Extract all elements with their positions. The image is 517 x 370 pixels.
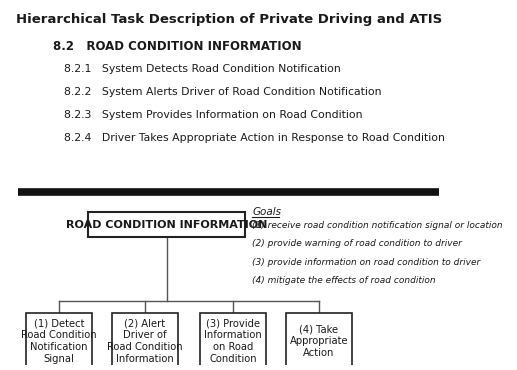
Text: (2) Alert
Driver of
Road Condition
Information: (2) Alert Driver of Road Condition Infor… — [107, 319, 183, 363]
Text: 8.2.2   System Alerts Driver of Road Condition Notification: 8.2.2 System Alerts Driver of Road Condi… — [64, 87, 381, 97]
Text: ROAD CONDITION INFORMATION: ROAD CONDITION INFORMATION — [66, 220, 267, 230]
Text: 8.2.4   Driver Takes Appropriate Action in Response to Road Condition: 8.2.4 Driver Takes Appropriate Action in… — [64, 133, 445, 143]
Text: (1) receive road condition notification signal or location: (1) receive road condition notification … — [252, 221, 503, 230]
FancyBboxPatch shape — [26, 313, 93, 369]
Text: (3) Provide
Information
on Road
Condition: (3) Provide Information on Road Conditio… — [204, 319, 262, 363]
Text: Goals: Goals — [252, 207, 281, 217]
FancyBboxPatch shape — [112, 313, 178, 369]
Text: 8.2.1   System Detects Road Condition Notification: 8.2.1 System Detects Road Condition Noti… — [64, 64, 340, 74]
Text: (2) provide warning of road condition to driver: (2) provide warning of road condition to… — [252, 239, 462, 248]
Text: (4) Take
Appropriate
Action: (4) Take Appropriate Action — [290, 324, 348, 358]
FancyBboxPatch shape — [88, 212, 245, 237]
Text: (3) provide information on road condition to driver: (3) provide information on road conditio… — [252, 258, 481, 266]
Text: (1) Detect
Road Condition
Notification
Signal: (1) Detect Road Condition Notification S… — [21, 319, 97, 363]
Text: 8.2.3   System Provides Information on Road Condition: 8.2.3 System Provides Information on Roa… — [64, 110, 362, 120]
Text: Hierarchical Task Description of Private Driving and ATIS: Hierarchical Task Description of Private… — [16, 13, 442, 26]
Text: (4) mitigate the effects of road condition: (4) mitigate the effects of road conditi… — [252, 276, 436, 285]
FancyBboxPatch shape — [285, 313, 352, 369]
Text: 8.2   ROAD CONDITION INFORMATION: 8.2 ROAD CONDITION INFORMATION — [53, 40, 301, 53]
FancyBboxPatch shape — [200, 313, 266, 369]
